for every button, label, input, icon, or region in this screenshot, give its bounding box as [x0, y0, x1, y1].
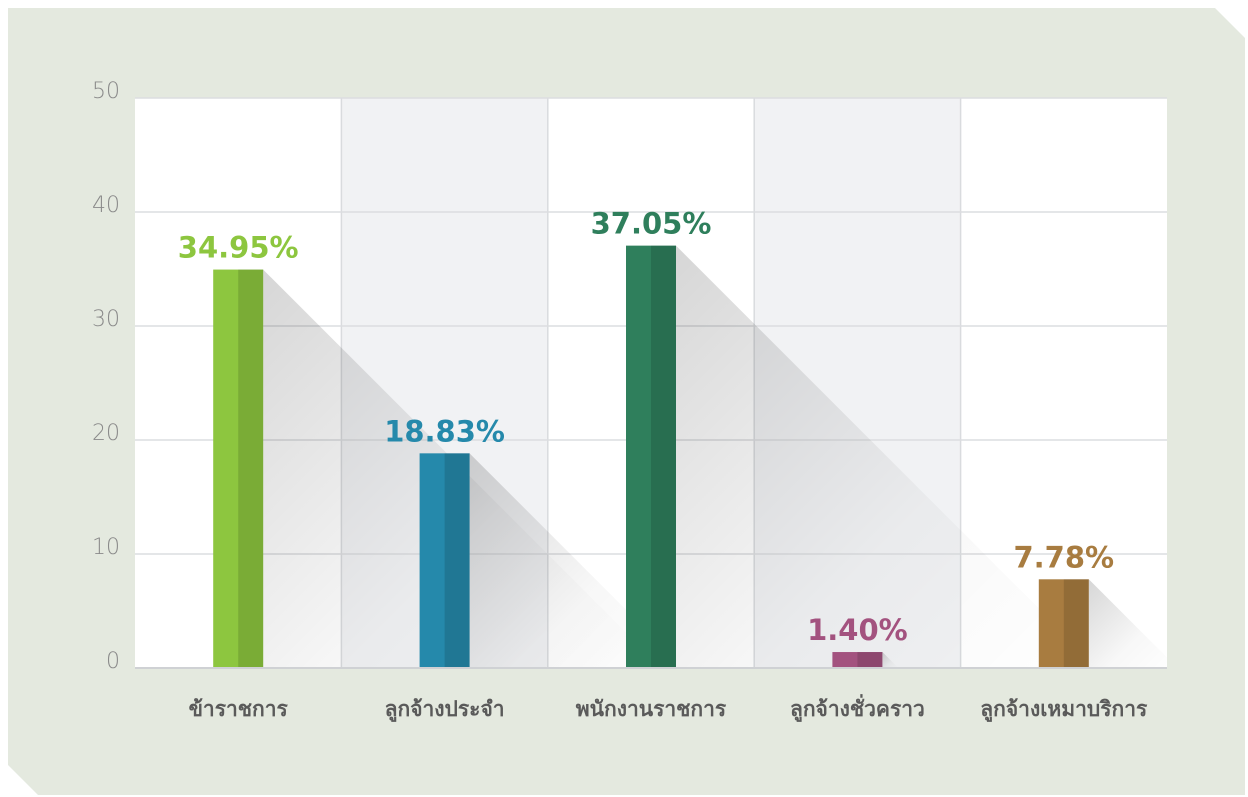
bar-shadow	[469, 453, 685, 668]
y-tick-label: 10	[92, 535, 120, 560]
y-tick-label: 0	[106, 649, 120, 674]
bar-dark-half	[1063, 579, 1089, 668]
value-label: 37.05%	[591, 207, 712, 241]
bar-dark-half	[444, 453, 470, 668]
bar-shadow	[1088, 579, 1167, 668]
x-tick-label: ลูกจ้างชั่วคราว	[790, 693, 925, 723]
bar-dark-half	[238, 269, 264, 668]
x-tick-label: ข้าราชการ	[189, 697, 289, 721]
x-tick-label: ลูกจ้างเหมาบริการ	[980, 697, 1148, 723]
bar	[419, 453, 470, 668]
bar-shadow	[676, 245, 1099, 668]
y-tick-label: 40	[92, 193, 120, 218]
value-label: 18.83%	[384, 414, 505, 448]
bar	[213, 269, 264, 668]
bar-shadow	[882, 652, 899, 668]
x-tick-label: ลูกจ้างประจำ	[385, 697, 505, 723]
y-tick-label: 30	[92, 307, 120, 332]
value-label: 1.40%	[807, 613, 908, 647]
bar	[1038, 579, 1089, 668]
y-tick-label: 20	[92, 421, 120, 446]
y-tick-label: 50	[92, 79, 120, 104]
bar	[626, 245, 676, 668]
bar-dark-half	[651, 245, 676, 668]
bar	[832, 652, 883, 668]
x-tick-label: พนักงานราชการ	[576, 697, 727, 721]
bar-dark-half	[857, 652, 883, 668]
value-label: 7.78%	[1013, 540, 1114, 574]
value-label: 34.95%	[178, 231, 299, 265]
